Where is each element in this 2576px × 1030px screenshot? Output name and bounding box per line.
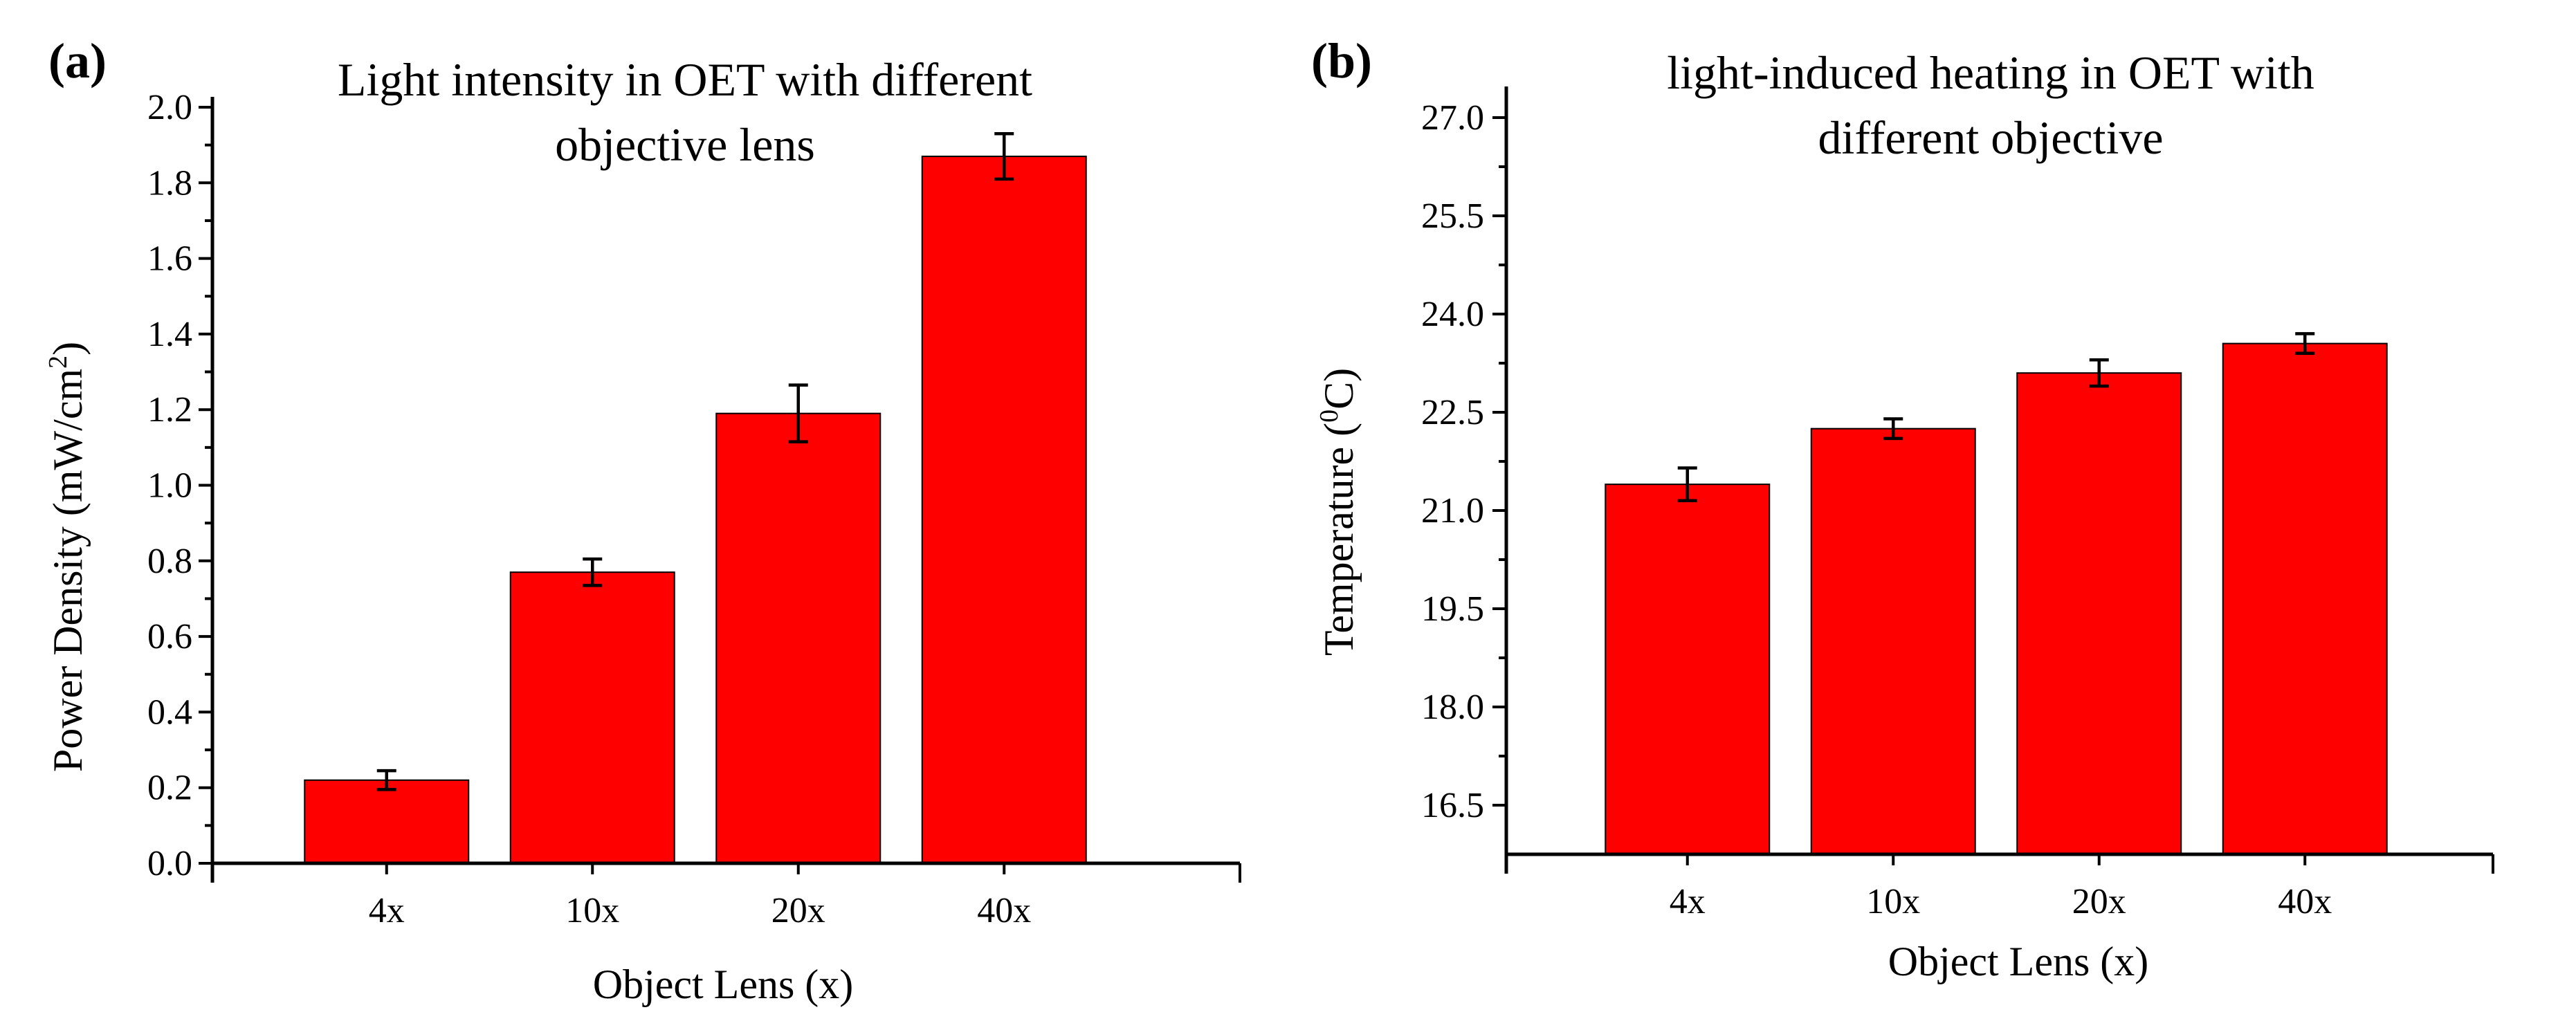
panel-b-y-tick-label: 22.5	[1421, 393, 1484, 432]
panel-b-y-axis-label-tail: C)	[1316, 368, 1362, 410]
panel-b-error-bar-20x	[2089, 358, 2109, 388]
panel-b-y-axis-label-main: Temperature (	[1316, 423, 1362, 656]
panel-b-error-bar-40x	[2295, 332, 2315, 356]
panel-b-y-axis-label: Temperature (0C)	[1315, 368, 1362, 656]
panel-b-plot-area: 4x 10x 20x 40x 16.5 18.0 19.5 21.0 22.5 24.0 25.5 2…	[1421, 86, 2494, 921]
panel-b-y-tick-label: 24.0	[1421, 295, 1484, 334]
panel-b-y-tick-label: 21.0	[1421, 491, 1484, 531]
panel-a-chart: (a) Light intensity in OET with differen…	[44, 33, 1241, 1007]
panel-a-y-axis-label: Power Density (mW/cm2)	[44, 342, 91, 772]
panel-a-x-tick-label-10x: 10x	[565, 891, 619, 930]
panel-a-x-tick-label-40x: 40x	[977, 891, 1031, 930]
panel-a-y-tick-label: 0.2	[147, 769, 192, 808]
panel-b-bar-4x	[1605, 484, 1771, 855]
panel-a-y-tick-label: 1.2	[147, 390, 192, 430]
panel-a-y-tick-label: 0.8	[147, 542, 192, 581]
panel-b-x-tick-label-10x: 10x	[1866, 882, 1920, 921]
panel-b-x-tick-label-40x: 40x	[2278, 882, 2332, 921]
panel-a-title-line-1: Light intensity in OET with different	[338, 53, 1032, 106]
panel-a-y-tick-label: 1.8	[147, 163, 192, 203]
panel-a-y-tick-label: 0.6	[147, 617, 192, 656]
panel-a-y-axis-label-tail: )	[45, 342, 91, 356]
panel-b-chart: (b) light-induced heating in OET with di…	[1311, 33, 2494, 984]
panel-b-y-axis-label-superscript: 0	[1315, 410, 1344, 423]
panel-b-title-line-2: different objective	[1818, 111, 2163, 164]
panel-b-y-tick-label: 18.0	[1421, 688, 1484, 727]
panel-b-y-tick-label: 27.0	[1421, 98, 1484, 138]
panel-a-y-tick-label: 2.0	[147, 88, 192, 127]
panel-a-label: (a)	[48, 33, 107, 89]
panel-a-plot-area: 4x 10x 20x 40x 0.0 0.2 0.4 0.6 0.8 1.0 1.2 1.4 1.6 1.…	[147, 88, 1241, 930]
panel-a-title-line-2: objective lens	[555, 118, 815, 171]
panel-a-y-tick-label: 1.0	[147, 466, 192, 506]
panel-a-x-tick-label-4x: 4x	[369, 891, 405, 930]
panel-b-error-bar-4x	[1677, 466, 1697, 503]
panel-a-bar-4x	[304, 779, 470, 865]
panel-b-title-line-1: light-induced heating in OET with	[1667, 46, 2314, 99]
panel-b-y-tick-label: 25.5	[1421, 196, 1484, 236]
panel-a-bar-20x	[715, 412, 881, 864]
panel-b-label: (b)	[1311, 33, 1372, 89]
panel-b-x-tick-label-4x: 4x	[1670, 882, 1706, 921]
panel-b-y-tick-label: 19.5	[1421, 589, 1484, 629]
panel-b-error-bar-10x	[1883, 417, 1903, 441]
panel-b-x-tick-label-20x: 20x	[2072, 882, 2126, 921]
panel-b-bar-10x	[1810, 427, 1976, 855]
panel-a-x-axis-label: Object Lens (x)	[593, 962, 854, 1007]
panel-a-y-tick-label: 1.4	[147, 315, 192, 354]
panel-a-error-bar-4x	[376, 769, 396, 791]
panel-a-y-axis-label-superscript: 2	[44, 356, 73, 369]
panel-a-bar-40x	[921, 156, 1087, 865]
panel-a-error-bar-40x	[994, 132, 1014, 181]
panel-a-y-tick-label: 0.0	[147, 844, 192, 883]
panel-b-bar-20x	[2016, 372, 2182, 855]
panel-a-y-axis-label-main: Power Density (mW/cm	[45, 369, 91, 772]
panel-b-x-axis-label: Object Lens (x)	[1888, 939, 2149, 984]
panel-a-bar-10x	[509, 571, 675, 864]
panel-b-y-tick-label: 16.5	[1421, 786, 1484, 825]
panel-a-x-tick-label-20x: 20x	[771, 891, 825, 930]
panel-b-bar-40x	[2222, 342, 2388, 856]
panel-a-error-bar-10x	[583, 557, 603, 587]
panel-a-y-tick-label: 0.4	[147, 692, 192, 732]
panel-a-y-tick-label: 1.6	[147, 239, 192, 279]
panel-a-error-bar-20x	[788, 383, 808, 443]
